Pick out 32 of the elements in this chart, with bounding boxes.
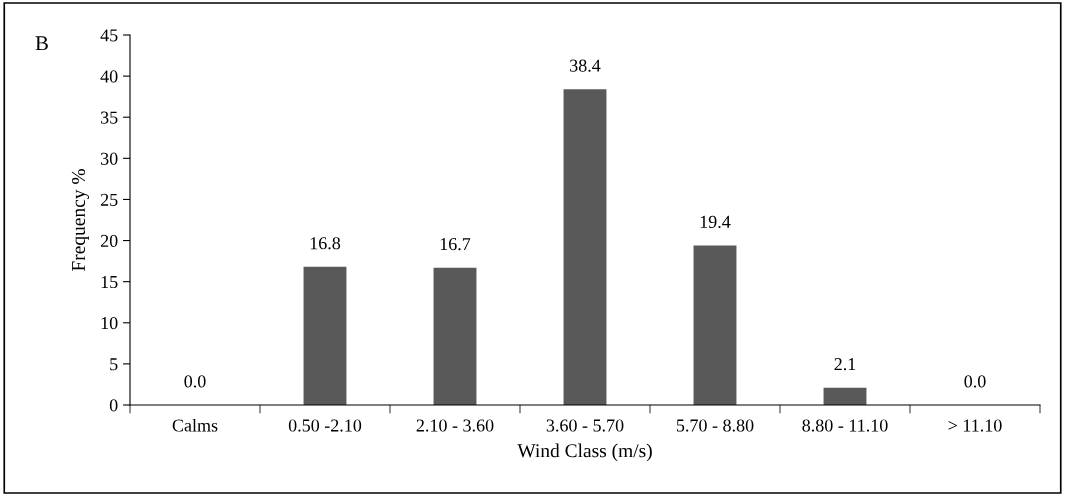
data-label: 38.4: [570, 59, 601, 72]
y-tick-label: 45: [100, 29, 118, 42]
x-tick-label: 2.10 - 3.60: [416, 419, 494, 432]
bar: [823, 387, 867, 405]
y-tick-label: 30: [101, 152, 118, 165]
y-tick-label: 5: [110, 358, 118, 371]
y-tick-label: 0: [109, 399, 118, 412]
y-tick-label: 25: [100, 193, 118, 206]
data-label: 0.0: [184, 375, 206, 388]
y-tick-label: 10: [101, 317, 118, 330]
x-tick-label: 0.50 -2.10: [288, 419, 362, 432]
text: B: [35, 36, 48, 51]
data-label: 19.4: [700, 215, 731, 229]
x-axis-title: Wind Class (m/s): [517, 443, 652, 462]
x-tick-label: 5.70 - 8.80: [676, 419, 754, 432]
y-tick-label: 20: [100, 234, 118, 247]
y-tick-label: 40: [100, 70, 118, 83]
data-label: 16.8: [310, 237, 341, 250]
x-tick-label: 3.60 - 5.70: [546, 419, 624, 432]
data-label: 0.0: [964, 375, 986, 388]
x-tick-label: > 11.10: [948, 419, 1002, 432]
bar: [433, 267, 477, 405]
bar: [563, 89, 607, 405]
y-tick-label: 15: [101, 276, 118, 289]
y-tick-label: 35: [101, 111, 118, 124]
y-axis-title: Frequency %: [71, 169, 90, 272]
data-label: 2.1: [834, 358, 856, 371]
data-label: 16.7: [440, 238, 471, 251]
x-tick-label: 8.80 - 11.10: [802, 419, 888, 432]
bar: [303, 266, 347, 405]
x-tick-label: Calms: [172, 418, 218, 432]
bar: [693, 245, 737, 405]
